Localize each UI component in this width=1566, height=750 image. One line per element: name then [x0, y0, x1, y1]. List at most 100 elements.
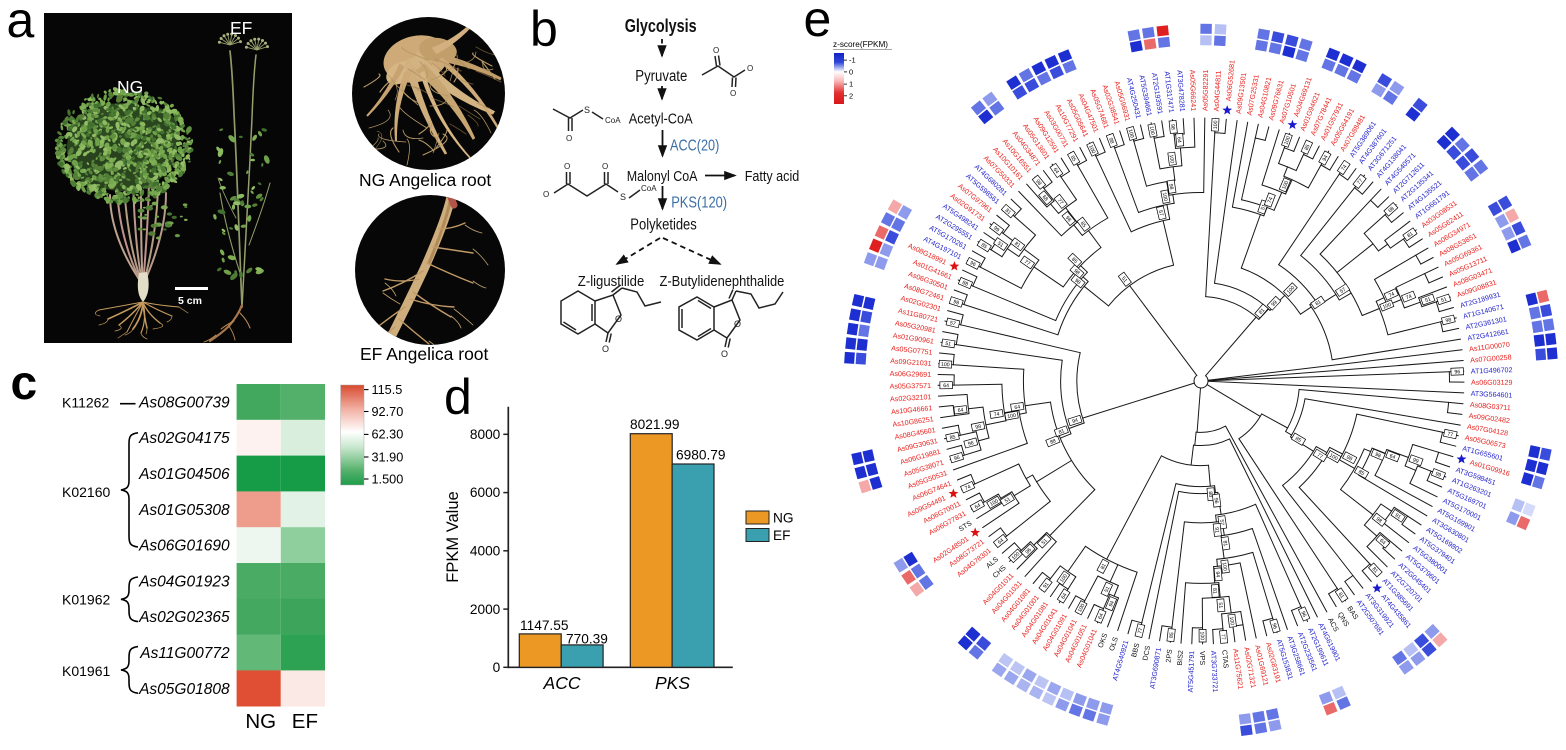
svg-text:AT3G733721: AT3G733721 [1209, 651, 1219, 693]
svg-text:81: 81 [1258, 307, 1266, 315]
svg-text:98: 98 [1072, 268, 1080, 276]
svg-text:O: O [747, 64, 753, 73]
svg-text:85: 85 [1079, 221, 1087, 229]
svg-text:AT1G496702: AT1G496702 [1471, 366, 1513, 376]
svg-text:O: O [730, 89, 736, 98]
svg-text:96: 96 [1299, 610, 1307, 618]
svg-text:74: 74 [1388, 291, 1396, 299]
svg-text:O: O [721, 349, 728, 359]
svg-text:99: 99 [992, 225, 1000, 233]
svg-text:O: O [602, 344, 609, 354]
svg-text:94: 94 [1214, 571, 1220, 577]
svg-text:8021.99: 8021.99 [630, 417, 679, 432]
svg-text:96: 96 [1270, 623, 1277, 630]
svg-text:As04G44811: As04G44811 [1213, 70, 1223, 111]
svg-text:Polyketides: Polyketides [630, 217, 697, 234]
svg-text:74: 74 [1340, 164, 1348, 172]
svg-text:31.90: 31.90 [372, 450, 404, 464]
svg-text:Fatty acid: Fatty acid [745, 168, 800, 185]
svg-text:77: 77 [1447, 431, 1454, 438]
svg-text:96: 96 [1212, 497, 1219, 504]
svg-text:100: 100 [1011, 551, 1021, 561]
svg-text:K01961: K01961 [62, 663, 110, 679]
svg-text:As06G01690: As06G01690 [138, 538, 230, 555]
svg-text:As08G03711: As08G03711 [1470, 401, 1511, 412]
svg-text:98: 98 [1169, 124, 1176, 130]
svg-text:85: 85 [1169, 632, 1176, 639]
svg-text:94: 94 [1322, 154, 1330, 162]
svg-text:100: 100 [1148, 126, 1156, 136]
svg-text:64: 64 [1378, 538, 1386, 546]
svg-text:NG: NG [773, 511, 794, 526]
svg-text:74: 74 [1405, 294, 1413, 302]
svg-text:98: 98 [1107, 137, 1115, 145]
svg-text:88: 88 [961, 280, 969, 288]
svg-text:100: 100 [1213, 120, 1219, 129]
svg-text:NG: NG [117, 77, 143, 97]
svg-text:100: 100 [1087, 144, 1096, 154]
svg-text:As05G66241: As05G66241 [1188, 70, 1197, 112]
svg-text:100: 100 [1283, 135, 1292, 145]
svg-text:As05G82291: As05G82291 [1202, 69, 1211, 111]
svg-text:51: 51 [1120, 276, 1128, 284]
svg-text:100: 100 [1059, 573, 1069, 584]
svg-text:98: 98 [1445, 317, 1452, 324]
svg-text:As06G52681: As06G52681 [1225, 60, 1237, 102]
svg-text:Z-Butylidenephthalide: Z-Butylidenephthalide [660, 273, 785, 290]
svg-text:S: S [620, 192, 626, 202]
svg-text:As07G00258: As07G00258 [1470, 353, 1512, 364]
svg-text:68: 68 [1387, 206, 1395, 214]
svg-text:O: O [543, 190, 549, 199]
svg-text:100: 100 [1077, 603, 1086, 614]
svg-text:As01G04506: As01G04506 [138, 466, 230, 483]
svg-text:77: 77 [1316, 452, 1324, 460]
svg-text:77: 77 [1219, 634, 1225, 640]
svg-text:Acetyl-CoA: Acetyl-CoA [629, 111, 693, 128]
svg-text:ACC(20): ACC(20) [670, 138, 719, 155]
svg-text:81: 81 [1211, 588, 1217, 594]
svg-text:AT5G451791: AT5G451791 [1187, 651, 1196, 693]
svg-text:As09G21031: As09G21031 [890, 357, 932, 368]
svg-text:As06G29691: As06G29691 [890, 370, 932, 379]
svg-text:2000: 2000 [470, 602, 501, 617]
svg-text:64: 64 [1060, 592, 1068, 600]
svg-text:74: 74 [1267, 196, 1275, 204]
svg-text:Pyruvate: Pyruvate [635, 68, 687, 85]
svg-text:51: 51 [945, 341, 952, 348]
svg-text:100: 100 [1161, 192, 1169, 202]
svg-text:98: 98 [952, 299, 959, 307]
svg-text:OKS: OKS [1097, 632, 1110, 649]
svg-text:100: 100 [1228, 616, 1235, 625]
svg-text:BIS2: BIS2 [1176, 650, 1185, 666]
svg-text:FPKM Value: FPKM Value [444, 491, 462, 582]
svg-text:81: 81 [1314, 299, 1322, 307]
svg-text:62.30: 62.30 [372, 428, 404, 442]
svg-text:0: 0 [493, 660, 501, 675]
svg-text:74: 74 [993, 411, 1000, 418]
svg-text:64: 64 [1052, 167, 1060, 175]
svg-text:91: 91 [1213, 527, 1220, 533]
svg-text:As02G32101: As02G32101 [890, 393, 932, 403]
svg-text:91: 91 [1394, 512, 1402, 520]
svg-text:57: 57 [1218, 519, 1225, 526]
svg-text:100: 100 [1199, 631, 1205, 640]
svg-text:EF: EF [230, 18, 252, 38]
svg-text:PKS(120): PKS(120) [671, 195, 727, 212]
svg-text:EF: EF [292, 710, 318, 733]
svg-text:O: O [615, 314, 622, 324]
svg-text:As05G37571: As05G37571 [890, 382, 932, 391]
svg-text:VPS: VPS [1198, 651, 1206, 666]
svg-text:98: 98 [1345, 455, 1353, 463]
svg-text:68: 68 [1041, 194, 1049, 202]
svg-text:85: 85 [1357, 469, 1365, 477]
svg-text:51: 51 [1004, 496, 1012, 504]
svg-text:100: 100 [1007, 413, 1017, 420]
svg-text:51: 51 [1424, 297, 1432, 305]
svg-text:81: 81 [1337, 592, 1345, 600]
svg-text:92.70: 92.70 [372, 405, 404, 419]
svg-text:As10G46661: As10G46661 [891, 404, 933, 416]
svg-text:As08G00739: As08G00739 [138, 394, 230, 411]
svg-text:O: O [713, 46, 719, 55]
svg-text:81: 81 [1004, 208, 1012, 216]
svg-text:ACC: ACC [543, 673, 581, 693]
